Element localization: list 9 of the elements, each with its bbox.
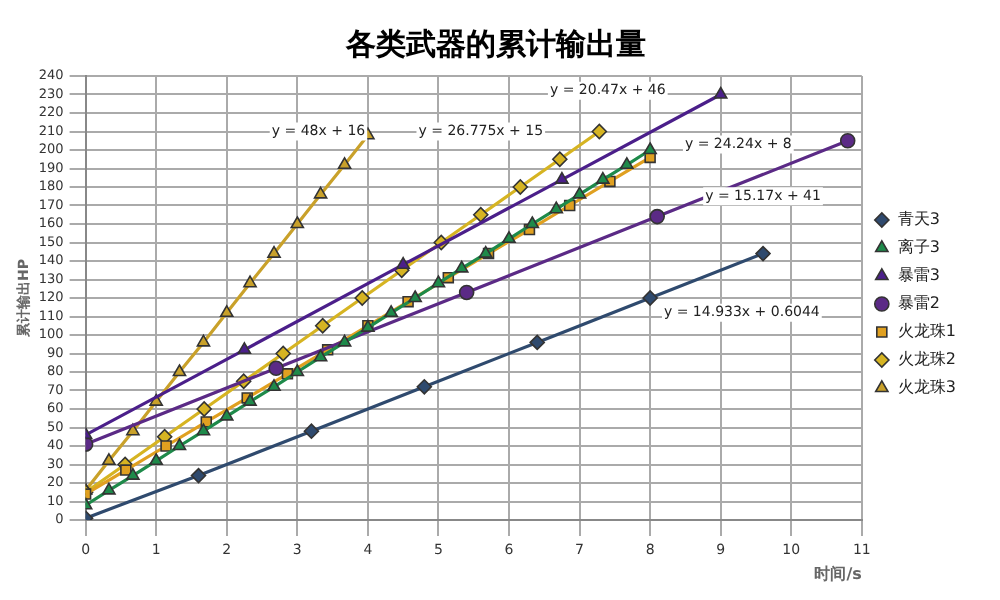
chart-title: 各类武器的累计输出量 [344,25,646,62]
x-axis-title: 时间/s [814,564,863,583]
legend-label: 离子3 [897,238,941,257]
legend-label: 暴雷2 [897,294,941,313]
legend-label: 火龙珠3 [897,378,957,397]
legend-label: 火龙珠1 [897,322,957,341]
legend-label: 暴雷3 [897,266,941,285]
legend-label: 青天3 [897,210,941,229]
legend-label: 火龙珠2 [897,350,957,369]
